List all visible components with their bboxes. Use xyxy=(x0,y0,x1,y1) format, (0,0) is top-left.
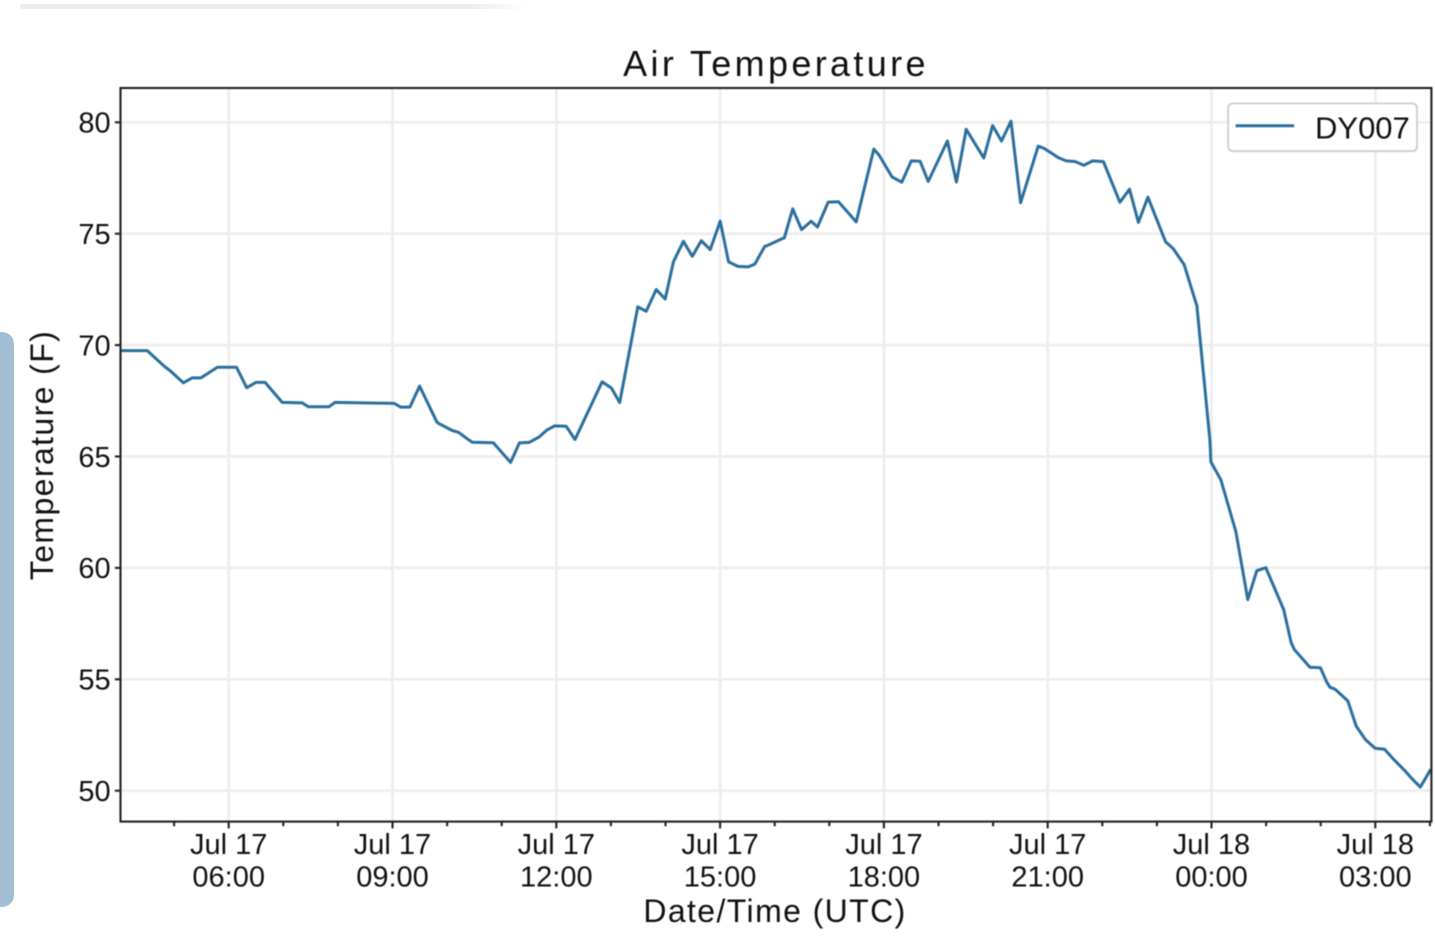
svg-text:75: 75 xyxy=(78,219,110,251)
svg-text:Jul 17: Jul 17 xyxy=(681,829,758,861)
svg-text:Jul 17: Jul 17 xyxy=(354,829,431,861)
svg-text:50: 50 xyxy=(78,776,110,808)
svg-text:Jul 18: Jul 18 xyxy=(1173,829,1250,861)
svg-text:70: 70 xyxy=(78,330,110,362)
svg-text:12:00: 12:00 xyxy=(520,862,593,894)
svg-text:80: 80 xyxy=(78,108,110,140)
svg-text:Jul 17: Jul 17 xyxy=(518,829,595,861)
svg-text:Jul 17: Jul 17 xyxy=(845,829,922,861)
svg-text:03:00: 03:00 xyxy=(1339,862,1412,894)
svg-text:60: 60 xyxy=(78,553,110,585)
svg-text:Temperature (F): Temperature (F) xyxy=(24,330,60,580)
svg-text:55: 55 xyxy=(78,665,110,697)
svg-text:Jul 18: Jul 18 xyxy=(1337,829,1414,861)
svg-text:00:00: 00:00 xyxy=(1175,862,1248,894)
svg-text:Jul 17: Jul 17 xyxy=(1009,829,1086,861)
svg-text:18:00: 18:00 xyxy=(848,862,921,894)
svg-text:06:00: 06:00 xyxy=(192,862,265,894)
svg-text:21:00: 21:00 xyxy=(1011,862,1084,894)
svg-text:15:00: 15:00 xyxy=(684,862,757,894)
svg-text:09:00: 09:00 xyxy=(356,862,429,894)
svg-text:Date/Time (UTC): Date/Time (UTC) xyxy=(643,893,906,929)
svg-text:DY007: DY007 xyxy=(1315,111,1410,146)
svg-text:65: 65 xyxy=(78,442,110,474)
svg-text:Jul 17: Jul 17 xyxy=(190,829,267,861)
svg-text:Air Temperature: Air Temperature xyxy=(623,43,929,84)
